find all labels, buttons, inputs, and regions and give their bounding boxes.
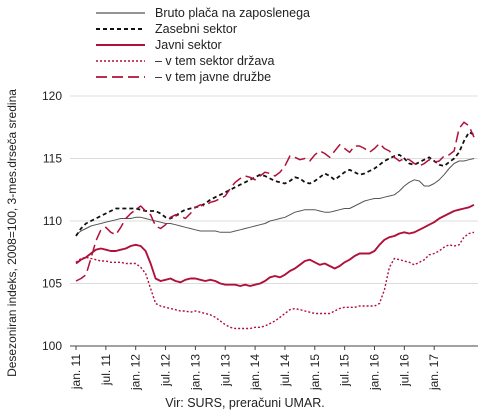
x-tick-label: jan. 17 xyxy=(427,354,441,391)
x-tick-label: jul. 12 xyxy=(159,354,173,387)
x-tick-label: jul. 13 xyxy=(218,354,232,387)
x-tick-label: jul. 15 xyxy=(338,354,352,387)
source-note: Vir: SURS, preračuni UMAR. xyxy=(165,396,325,410)
y-tick-label: 115 xyxy=(43,152,62,166)
axes: Desezoniran indeks, 2008=100, 3-mes.drse… xyxy=(5,89,441,391)
x-tick-label: jan. 16 xyxy=(368,354,382,391)
x-tick-label: jan. 15 xyxy=(308,354,322,391)
series-line-3 xyxy=(75,231,475,330)
series-line-4 xyxy=(75,121,475,282)
grid xyxy=(70,95,478,347)
x-tick-label: jan. 11 xyxy=(69,354,83,390)
x-tick-label: jul. 16 xyxy=(397,354,411,387)
y-tick-label: 110 xyxy=(43,214,62,228)
legend-label: – v tem sektor država xyxy=(155,54,275,68)
y-tick-label: 120 xyxy=(42,89,62,103)
x-tick-label: jan. 12 xyxy=(129,354,143,391)
legend-label: Zasebni sektor xyxy=(155,22,237,36)
x-tick-label: jul. 11 xyxy=(99,354,113,386)
legend-label: Bruto plača na zaposlenega xyxy=(155,6,310,20)
x-tick-label: jan. 14 xyxy=(248,354,262,391)
y-axis-title: Desezoniran indeks, 2008=100, 3-mes.drse… xyxy=(5,89,19,377)
series-layer xyxy=(75,121,475,330)
legend-label: – v tem javne družbe xyxy=(155,70,271,84)
legend: Bruto plača na zaposlenega Zasebni sektor… xyxy=(96,6,310,84)
series-line-0 xyxy=(75,158,475,236)
y-tick-label: 100 xyxy=(42,339,62,353)
x-tick-label: jul. 14 xyxy=(278,354,292,387)
legend-label: Javni sektor xyxy=(155,38,222,52)
x-tick-label: jan. 13 xyxy=(188,354,202,391)
y-tick-label: 105 xyxy=(42,277,62,291)
series-line-1 xyxy=(75,131,475,237)
series-line-2 xyxy=(75,203,475,287)
